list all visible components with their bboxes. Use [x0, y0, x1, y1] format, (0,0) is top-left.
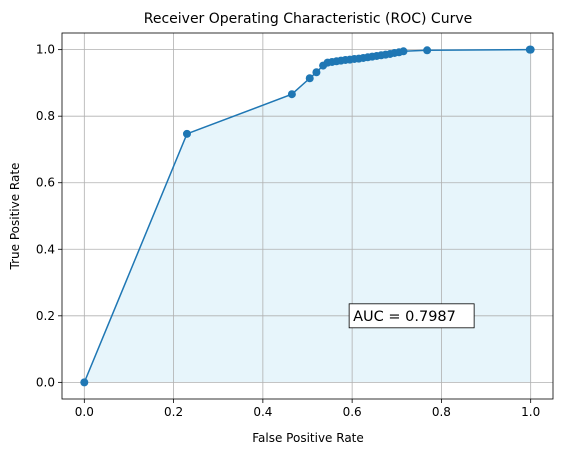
x-tick-label: 0.6 — [343, 405, 362, 419]
auc-label: AUC = 0.7987 — [353, 309, 456, 325]
chart-title: Receiver Operating Characteristic (ROC) … — [144, 11, 473, 27]
roc-point — [182, 129, 191, 138]
y-tick-label: 1.0 — [36, 43, 55, 57]
x-tick-label: 0.2 — [164, 405, 183, 419]
roc-point — [80, 378, 89, 387]
y-tick-label: 0.4 — [36, 242, 55, 256]
x-tick-label: 1.0 — [521, 405, 540, 419]
roc-point — [399, 47, 408, 56]
y-axis-label: True Positive Rate — [8, 163, 22, 271]
auc-area — [84, 49, 531, 383]
auc-box — [348, 303, 475, 329]
x-axis-label: False Positive Rate — [252, 431, 364, 445]
roc-point — [312, 68, 321, 77]
plot-frame — [61, 32, 554, 400]
roc-point — [287, 90, 296, 99]
x-tick-label: 0.8 — [432, 405, 451, 419]
y-tick-label: 0.2 — [36, 309, 55, 323]
y-tick-label: 0.6 — [36, 176, 55, 190]
y-tick-label: 0.8 — [36, 109, 55, 123]
roc-point — [305, 74, 314, 83]
roc-point — [526, 45, 535, 54]
x-tick-label: 0.4 — [253, 405, 272, 419]
x-tick-label: 0.0 — [75, 405, 94, 419]
y-tick-label: 0.0 — [36, 375, 55, 389]
roc-point — [423, 46, 432, 55]
